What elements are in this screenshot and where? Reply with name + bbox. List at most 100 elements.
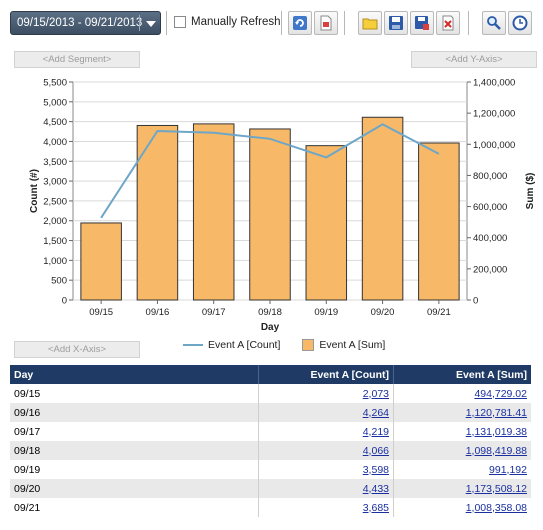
left-tick-label: 5,000 xyxy=(43,97,67,108)
folder-icon xyxy=(362,18,378,30)
save-as-button[interactable] xyxy=(410,11,434,35)
chart-legend: Event A [Count] Event A [Sum] xyxy=(183,339,385,351)
cell-sum-link[interactable]: 1,008,358.08 xyxy=(465,501,527,514)
bar-sum xyxy=(418,142,460,301)
dropdown-divider xyxy=(139,15,140,31)
left-axis-title: Count (#) xyxy=(29,169,40,213)
cell-sum-link[interactable]: 1,131,019.38 xyxy=(465,425,527,438)
left-tick-label: 3,500 xyxy=(43,157,67,168)
column-header-day[interactable]: Day xyxy=(10,365,259,384)
x-tick-label: 09/17 xyxy=(202,307,226,318)
manual-refresh-checkbox[interactable] xyxy=(174,16,186,28)
left-tick-label: 1,000 xyxy=(43,256,67,267)
table-body: 09/15 2,073 494,729.02 09/16 4,264 1,120,781.… xyxy=(10,384,531,517)
cell-sum: 1,098,419.88 xyxy=(393,441,531,460)
left-tick-label: 3,000 xyxy=(43,177,67,188)
delete-button[interactable] xyxy=(436,11,460,35)
cell-count: 4,264 xyxy=(258,403,394,422)
chevron-down-icon xyxy=(146,21,156,27)
toolbar-divider xyxy=(344,11,345,35)
cell-sum: 1,131,019.38 xyxy=(394,422,532,441)
cell-count-link[interactable]: 4,433 xyxy=(362,482,389,495)
cell-sum: 1,173,508.12 xyxy=(393,479,531,498)
table-row: 09/19 3,598 991,192 xyxy=(10,460,531,479)
cell-sum-link[interactable]: 991,192 xyxy=(489,463,527,476)
document-icon xyxy=(320,15,332,31)
column-header-count[interactable]: Event A [Count] xyxy=(258,365,394,384)
cell-count: 2,073 xyxy=(258,384,394,403)
export-report-button[interactable] xyxy=(314,11,338,35)
table-row: 09/18 4,066 1,098,419.88 xyxy=(10,441,531,460)
zoom-button[interactable] xyxy=(482,11,506,35)
column-header-sum[interactable]: Event A [Sum] xyxy=(393,365,531,384)
open-button[interactable] xyxy=(358,11,382,35)
right-tick-label: 0 xyxy=(473,296,478,307)
cell-sum: 991,192 xyxy=(394,460,532,479)
cell-count-link[interactable]: 4,219 xyxy=(362,425,389,438)
magnifier-icon xyxy=(487,16,501,30)
bar-sum xyxy=(249,128,291,301)
cell-count-link[interactable]: 4,066 xyxy=(362,444,389,457)
cell-count: 3,598 xyxy=(258,460,394,479)
cell-sum: 1,120,781.41 xyxy=(393,403,531,422)
cell-sum-link[interactable]: 494,729.02 xyxy=(474,387,527,400)
cell-count-link[interactable]: 3,685 xyxy=(362,501,389,514)
right-axis-title: Sum ($) xyxy=(525,173,536,210)
refresh-icon xyxy=(293,16,307,30)
right-tick-label: 600,000 xyxy=(473,202,507,213)
cell-sum: 494,729.02 xyxy=(394,384,532,403)
manual-refresh-toggle[interactable]: Manually Refresh xyxy=(174,16,280,28)
cell-sum-link[interactable]: 1,173,508.12 xyxy=(465,482,527,495)
left-tick-label: 4,000 xyxy=(43,137,67,148)
right-tick-label: 1,000,000 xyxy=(473,140,515,151)
cell-day: 09/15 xyxy=(10,384,259,403)
left-tick-label: 1,500 xyxy=(43,236,67,247)
cell-sum-link[interactable]: 1,120,781.41 xyxy=(465,406,527,419)
refresh-button[interactable] xyxy=(288,11,312,35)
cell-count: 4,066 xyxy=(258,441,394,460)
cell-count: 4,219 xyxy=(258,422,394,441)
date-range-dropdown[interactable]: 09/15/2013 - 09/21/2013 xyxy=(10,11,161,35)
bar-sum xyxy=(361,116,404,301)
save-as-icon xyxy=(415,16,429,30)
results-table: Day Event A [Count] Event A [Sum] 09/15 2… xyxy=(10,365,531,517)
cell-count: 3,685 xyxy=(258,498,394,517)
save-button[interactable] xyxy=(384,11,408,35)
add-segment-button[interactable]: <Add Segment> xyxy=(14,51,140,68)
cell-count-link[interactable]: 2,073 xyxy=(362,387,389,400)
left-tick-label: 2,500 xyxy=(43,196,67,207)
left-tick-label: 5,500 xyxy=(43,78,67,89)
table-row: 09/21 3,685 1,008,358.08 xyxy=(10,498,531,517)
right-tick-label: 400,000 xyxy=(473,233,507,244)
schedule-button[interactable] xyxy=(508,11,532,35)
cell-sum-link[interactable]: 1,098,419.88 xyxy=(465,444,527,457)
right-tick-label: 200,000 xyxy=(473,264,507,275)
bar-sum xyxy=(192,123,235,301)
cell-day: 09/18 xyxy=(10,441,259,460)
add-y-axis-button[interactable]: <Add Y-Axis> xyxy=(411,51,537,68)
line-count xyxy=(100,123,440,219)
table-row: 09/16 4,264 1,120,781.41 xyxy=(10,403,531,422)
manual-refresh-label: Manually Refresh xyxy=(191,16,281,28)
x-tick-label: 09/16 xyxy=(146,307,170,318)
cell-count-link[interactable]: 3,598 xyxy=(362,463,389,476)
combo-chart: 0 500 1,000 1,500 2,000 2,500 3,000 3,500 4,000 4… xyxy=(29,78,536,334)
table-row: 09/20 4,433 1,173,508.12 xyxy=(10,479,531,498)
cell-sum: 1,008,358.08 xyxy=(394,498,532,517)
left-tick-label: 0 xyxy=(62,296,67,307)
add-x-axis-button[interactable]: <Add X-Axis> xyxy=(14,341,140,358)
left-tick-label: 4,500 xyxy=(43,117,67,128)
cell-day: 09/17 xyxy=(10,422,259,441)
legend-bar-swatch xyxy=(302,339,315,351)
toolbar: 09/15/2013 - 09/21/2013 Manually Refresh xyxy=(0,0,543,46)
cell-count-link[interactable]: 4,264 xyxy=(362,406,389,419)
table-header-row: Day Event A [Count] Event A [Sum] xyxy=(10,365,531,384)
toolbar-divider xyxy=(166,11,167,35)
right-tick-label: 800,000 xyxy=(473,171,507,182)
cell-day: 09/21 xyxy=(10,498,259,517)
bar-sum xyxy=(305,145,348,301)
cell-day: 09/16 xyxy=(10,403,259,422)
x-tick-label: 09/20 xyxy=(371,307,395,318)
cell-count: 4,433 xyxy=(258,479,394,498)
table-row: 09/15 2,073 494,729.02 xyxy=(10,384,531,403)
